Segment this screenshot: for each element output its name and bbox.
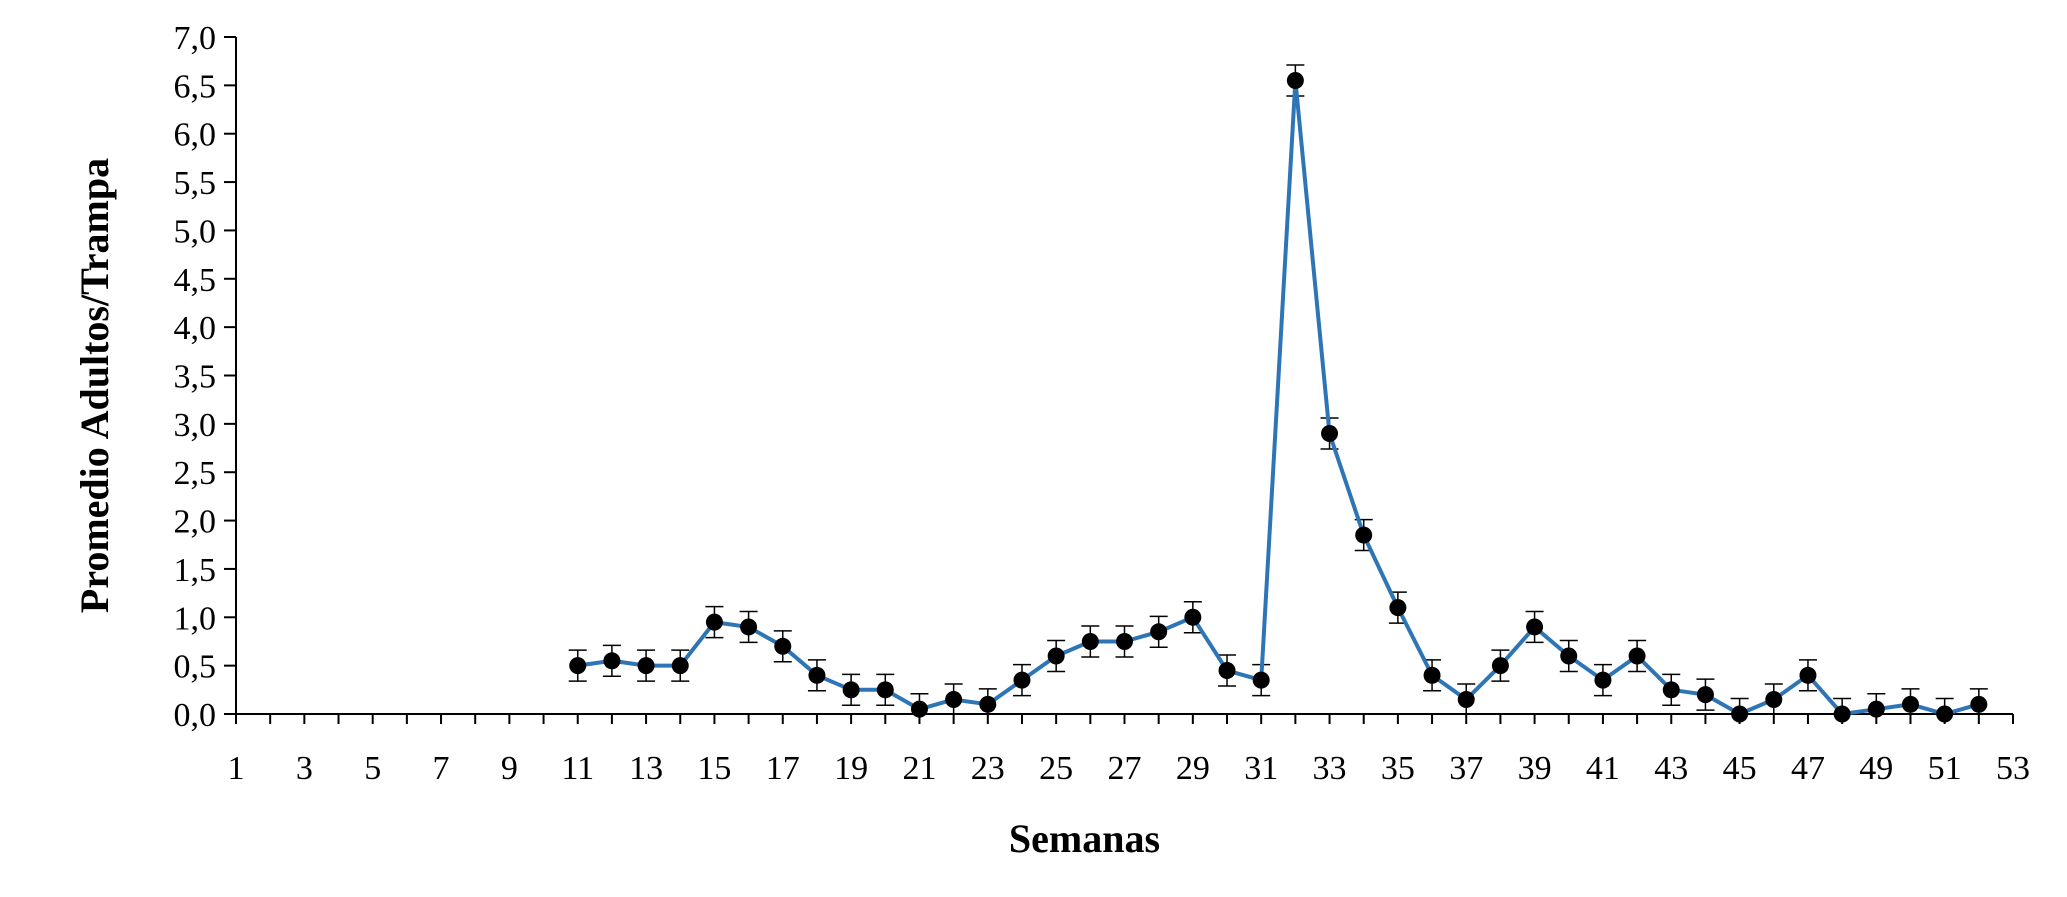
data-point [1867, 700, 1885, 718]
x-tick-label: 25 [1039, 750, 1073, 787]
x-tick-label: 7 [433, 750, 450, 787]
x-axis-ticks: 1 3 5 7 9 11 13 15 17 19 21 23 25 27 29 31 33 35 37 39 41 43 4… [228, 714, 2030, 787]
x-tick-label: 35 [1381, 750, 1415, 787]
y-tick-label: 5,5 [174, 165, 217, 202]
data-point [705, 613, 723, 631]
data-point [1833, 705, 1851, 723]
x-tick-label: 37 [1449, 750, 1483, 787]
x-tick-label: 27 [1108, 750, 1142, 787]
y-tick-label: 4,0 [174, 310, 217, 347]
y-tick-label: 6,5 [174, 68, 217, 105]
data-point [1457, 690, 1475, 708]
data-point [637, 657, 655, 675]
y-tick-label: 5,0 [174, 213, 217, 250]
series-line [577, 80, 1980, 717]
data-point [569, 657, 587, 675]
x-tick-label: 33 [1313, 750, 1347, 787]
data-point [1389, 599, 1407, 617]
series-markers [569, 72, 1988, 723]
x-tick-label: 17 [766, 750, 800, 787]
data-point [1286, 72, 1304, 90]
data-point [1662, 681, 1680, 699]
data-point [1696, 686, 1714, 704]
y-tick-label: 1,5 [174, 552, 217, 589]
y-axis-title: Promedio Adultos/Trampa [72, 158, 117, 613]
y-tick-label: 3,5 [174, 359, 217, 396]
x-tick-label: 19 [834, 750, 868, 787]
data-point [603, 652, 621, 670]
x-tick-label: 51 [1928, 750, 1962, 787]
x-tick-label: 1 [228, 750, 245, 787]
data-point [1970, 695, 1988, 713]
data-point [1901, 695, 1919, 713]
x-tick-label: 47 [1791, 750, 1825, 787]
data-point [1013, 671, 1031, 689]
data-point [1252, 671, 1270, 689]
data-point [808, 666, 826, 684]
y-tick-label: 4,5 [174, 262, 217, 299]
y-tick-label: 7,0 [174, 20, 217, 57]
data-point [1628, 647, 1646, 665]
x-tick-label: 9 [501, 750, 518, 787]
data-point [1184, 608, 1202, 626]
data-point [1799, 666, 1817, 684]
data-point [1731, 705, 1749, 723]
y-tick-label: 2,0 [174, 504, 217, 541]
y-axis-ticks: 0,0 0,5 1,0 1,5 2,0 2,5 3,0 3,5 4,0 4,5 5,0 5,5 6,0 6… [174, 20, 236, 734]
y-tick-label: 2,5 [174, 455, 217, 492]
x-tick-label: 31 [1244, 750, 1278, 787]
x-tick-label: 41 [1586, 750, 1620, 787]
x-tick-label: 45 [1723, 750, 1757, 787]
data-point [842, 681, 860, 699]
data-point [1936, 705, 1954, 723]
y-tick-label: 0,0 [174, 697, 217, 734]
data-point [1047, 647, 1065, 665]
data-point [1218, 661, 1236, 679]
x-tick-label: 39 [1518, 750, 1552, 787]
data-point [1321, 425, 1339, 443]
data-point [876, 681, 894, 699]
data-point [740, 618, 758, 636]
data-point [1491, 657, 1509, 675]
data-point [671, 657, 689, 675]
y-tick-label: 1,0 [174, 600, 217, 637]
y-tick-label: 3,0 [174, 407, 217, 444]
y-tick-label: 6,0 [174, 117, 217, 154]
data-point [1355, 526, 1373, 544]
x-tick-label: 11 [561, 750, 594, 787]
data-point [1116, 632, 1133, 650]
y-tick-label: 0,5 [174, 649, 217, 686]
data-point [979, 695, 997, 713]
data-point [1765, 690, 1783, 708]
data-point [910, 700, 928, 718]
data-point [945, 690, 963, 708]
data-point [774, 637, 792, 655]
x-tick-label: 29 [1176, 750, 1210, 787]
x-tick-label: 53 [1996, 750, 2030, 787]
x-tick-label: 3 [296, 750, 313, 787]
data-point [1594, 671, 1612, 689]
x-tick-label: 13 [629, 750, 663, 787]
x-tick-label: 5 [364, 750, 381, 787]
data-point [1560, 647, 1578, 665]
x-tick-label: 49 [1859, 750, 1893, 787]
x-tick-label: 21 [902, 750, 936, 787]
data-point [1423, 666, 1441, 684]
x-axis-title: Semanas [1009, 816, 1160, 861]
data-point [1150, 623, 1168, 641]
x-tick-label: 23 [971, 750, 1005, 787]
x-tick-label: 15 [697, 750, 731, 787]
data-point [1081, 632, 1099, 650]
x-tick-label: 43 [1654, 750, 1688, 787]
data-point [1526, 618, 1544, 636]
